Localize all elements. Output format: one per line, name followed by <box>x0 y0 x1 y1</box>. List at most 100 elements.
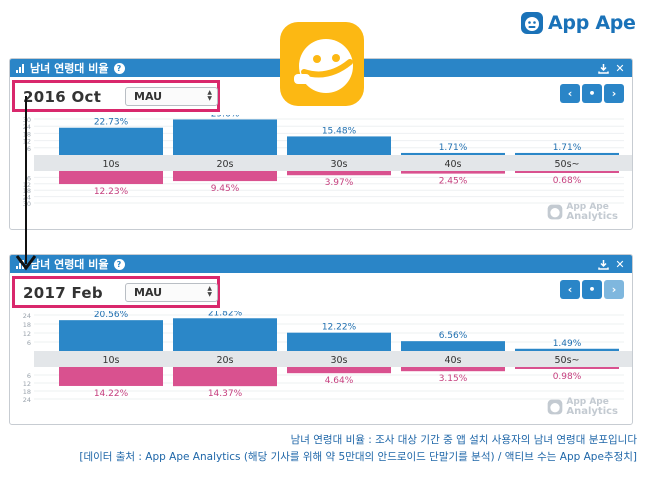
female-value-label: 9.45% <box>211 184 240 194</box>
y-tick-label: 6 <box>27 145 31 153</box>
age-gender-chart-svg: 30241812661218243022.73%10s12.23%29.6%20… <box>23 115 632 208</box>
female-value-label: 4.64% <box>325 376 354 386</box>
panel-title: 남녀 연령대 비율 <box>30 62 109 75</box>
period-highlight: 2016 Oct MAU ▲ ▼ <box>12 80 220 112</box>
male-bar <box>173 119 277 155</box>
close-icon[interactable]: ✕ <box>615 257 625 271</box>
current-period-button[interactable]: • <box>582 84 602 103</box>
current-period-button[interactable]: • <box>582 280 602 299</box>
female-value-label: 3.15% <box>439 374 468 384</box>
help-icon[interactable]: ? <box>113 62 125 74</box>
male-value-label: 12.22% <box>322 323 357 333</box>
panel-title: 남녀 연령대 비율 <box>30 258 109 271</box>
metric-select-value: MAU <box>134 90 163 103</box>
watermark-monkey-icon <box>548 399 563 415</box>
y-tick-label: 24 <box>23 312 31 320</box>
male-value-label: 1.49% <box>553 339 582 349</box>
bar-chart-icon <box>16 63 26 73</box>
male-value-label: 22.73% <box>94 118 129 128</box>
male-bar <box>287 332 391 351</box>
app-ape-monkey-icon <box>521 12 543 34</box>
male-bar <box>515 152 619 155</box>
female-bar <box>401 171 505 174</box>
age-gender-chart: 30241812661218243022.73%10s12.23%29.6%20… <box>10 115 632 227</box>
female-bar <box>287 171 391 176</box>
category-label: 50s~ <box>555 159 580 170</box>
y-tick-label: 18 <box>23 321 31 329</box>
metric-select[interactable]: MAU ▲ ▼ <box>125 283 218 302</box>
y-tick-label: 6 <box>27 372 31 380</box>
close-icon[interactable]: ✕ <box>615 61 625 75</box>
metric-select-value: MAU <box>134 286 163 299</box>
next-period-button[interactable]: › <box>604 84 624 103</box>
brand-name: App Ape <box>548 12 636 34</box>
watermark-monkey-icon <box>548 204 563 220</box>
period-nav: ‹ • › <box>560 280 624 299</box>
watermark-line2: Analytics <box>566 211 618 222</box>
smile-face-icon <box>294 39 353 93</box>
watermark-line1: App Ape <box>566 202 609 212</box>
female-bar <box>401 367 505 372</box>
prev-period-button[interactable]: ‹ <box>560 84 580 103</box>
app-ape-logo: App Ape <box>520 8 636 38</box>
female-bar <box>59 171 163 185</box>
footnote-source: [데이터 출처 : App Ape Analytics (해당 기사를 위해 약… <box>79 451 637 463</box>
y-tick-label: 6 <box>27 174 31 182</box>
male-bar <box>287 136 391 155</box>
period-highlight: 2017 Feb MAU ▲ ▼ <box>12 276 220 308</box>
category-label: 20s <box>216 159 233 170</box>
help-icon[interactable]: ? <box>113 258 125 270</box>
female-value-label: 3.97% <box>325 178 354 188</box>
female-bar <box>515 367 619 369</box>
metric-select[interactable]: MAU ▲ ▼ <box>125 87 218 106</box>
footnote-definition: 남녀 연령대 비율 : 조사 대상 기간 중 앱 설치 사용자의 남녀 연령대 … <box>290 434 637 446</box>
female-bar <box>515 171 619 173</box>
female-bar <box>173 171 277 182</box>
male-bar <box>401 152 505 155</box>
gender-age-panel-2017-feb: 남녀 연령대 비율 ? ✕ 2017 Feb MAU ▲ ▼ ‹ • › 24 18… <box>9 254 633 425</box>
y-tick-label: 12 <box>23 380 31 388</box>
y-tick-label: 6 <box>27 339 31 347</box>
download-icon[interactable] <box>597 258 609 270</box>
category-label: 50s~ <box>555 355 580 366</box>
panel-header: 남녀 연령대 비율 ? ✕ <box>10 255 632 273</box>
period-label: 2016 Oct <box>23 88 102 106</box>
male-bar <box>515 348 619 351</box>
y-tick-label: 12 <box>23 330 31 338</box>
female-value-label: 14.22% <box>94 389 129 399</box>
male-value-label: 29.6% <box>211 115 240 119</box>
watermark: App Ape Analytics <box>547 397 618 417</box>
watermark: App Ape Analytics <box>547 202 618 222</box>
male-bar <box>59 127 163 155</box>
period-label: 2017 Feb <box>23 284 103 302</box>
male-value-label: 21.82% <box>208 311 243 318</box>
male-bar <box>59 320 163 351</box>
age-gender-chart: 24 18 12 6 6 12 18 24 20.56% 10s 14.22% 21.82% 20s 14… <box>10 311 632 423</box>
download-icon[interactable] <box>597 62 609 74</box>
female-value-label: 0.98% <box>553 372 582 382</box>
male-value-label: 1.71% <box>439 143 468 153</box>
watermark-line2: Analytics <box>566 406 618 417</box>
watermark-line1: App Ape <box>566 397 609 407</box>
next-period-button[interactable]: › <box>604 280 624 299</box>
female-value-label: 12.23% <box>94 187 129 197</box>
prev-period-button[interactable]: ‹ <box>560 280 580 299</box>
category-label: 40s <box>444 159 461 170</box>
male-value-label: 6.56% <box>439 331 468 341</box>
male-value-label: 15.48% <box>322 126 357 136</box>
female-bar <box>287 367 391 374</box>
female-bar <box>59 367 163 386</box>
category-label: 10s <box>102 159 119 170</box>
female-value-label: 2.45% <box>439 177 468 187</box>
female-value-label: 0.68% <box>553 176 582 186</box>
male-value-label: 1.71% <box>553 143 582 153</box>
category-label: 30s <box>330 159 347 170</box>
transition-arrow <box>15 96 37 271</box>
male-bar <box>401 341 505 351</box>
category-label: 40s <box>444 355 461 366</box>
category-label: 10s <box>102 355 119 366</box>
category-strip <box>34 155 632 171</box>
category-label: 20s <box>216 355 233 366</box>
male-bar <box>173 318 277 351</box>
male-value-label: 20.56% <box>94 311 129 320</box>
